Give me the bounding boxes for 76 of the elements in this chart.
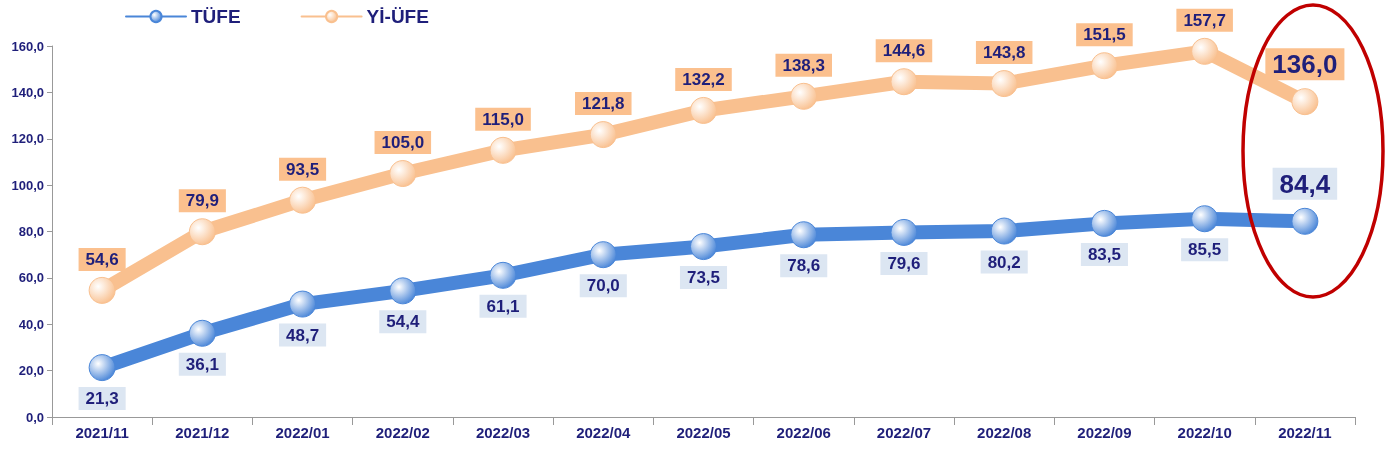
data-label: 73,5 xyxy=(686,268,721,288)
point xyxy=(990,217,1018,245)
y-tick-label: 100,0 xyxy=(11,177,44,193)
point xyxy=(289,290,317,318)
x-tick-label: 2022/11 xyxy=(1278,424,1332,441)
point xyxy=(88,354,116,382)
x-tick-label: 2022/02 xyxy=(375,424,430,441)
y-tick-label: 120,0 xyxy=(11,131,44,147)
data-label: 151,5 xyxy=(1083,25,1126,45)
y-tick-label: 20,0 xyxy=(18,363,44,379)
point xyxy=(389,160,417,188)
x-tick-label: 2022/01 xyxy=(275,424,330,441)
x-tick-label: 2021/12 xyxy=(175,424,230,441)
point xyxy=(389,277,417,305)
point xyxy=(790,221,818,249)
data-label: 61,1 xyxy=(486,296,520,316)
point xyxy=(1191,37,1219,65)
data-label: 79,6 xyxy=(887,253,921,273)
point xyxy=(1291,88,1319,116)
data-label: 115,0 xyxy=(482,109,524,129)
data-label: 85,5 xyxy=(1188,240,1222,260)
point xyxy=(890,68,918,96)
data-label: 83,5 xyxy=(1087,244,1121,264)
point xyxy=(1090,209,1118,237)
y-tick-label: 40,0 xyxy=(18,316,44,332)
x-tick-label: 2022/05 xyxy=(676,424,731,441)
point xyxy=(1090,52,1118,80)
data-label: 54,6 xyxy=(85,249,119,269)
x-tick-label: 2021/11 xyxy=(75,424,129,441)
data-label: 93,5 xyxy=(286,159,320,179)
data-label: 84,4 xyxy=(1279,168,1331,199)
y-tick-label: 80,0 xyxy=(18,224,44,239)
data-label: 136,0 xyxy=(1272,49,1338,80)
x-tick-label: 2022/08 xyxy=(977,424,1032,441)
data-label: 121,8 xyxy=(582,94,625,114)
point xyxy=(188,319,216,347)
data-label: 79,9 xyxy=(185,191,219,211)
point xyxy=(289,186,317,214)
y-tick-label: 160,0 xyxy=(11,38,44,54)
x-tick-label: 2022/10 xyxy=(1177,424,1232,441)
point xyxy=(990,70,1018,98)
data-label: 105,0 xyxy=(381,133,425,153)
data-label: 21,3 xyxy=(85,389,119,409)
point xyxy=(890,218,918,246)
point xyxy=(589,241,617,269)
y-tick-label: 60,0 xyxy=(18,270,44,286)
point xyxy=(1291,207,1319,235)
data-label: 138,3 xyxy=(782,55,825,75)
data-label: 157,7 xyxy=(1183,10,1226,30)
x-tick-label: 2022/07 xyxy=(876,424,932,441)
data-label: 70,0 xyxy=(586,276,620,296)
point xyxy=(690,96,717,124)
legend-label: TÜFE xyxy=(191,6,241,27)
point xyxy=(790,82,818,110)
point xyxy=(489,136,517,164)
point xyxy=(188,218,216,246)
point xyxy=(88,276,116,304)
y-tick-label: 140,0 xyxy=(11,84,44,100)
x-tick-label: 2022/03 xyxy=(475,424,531,441)
x-tick-label: 2022/04 xyxy=(576,424,632,441)
point xyxy=(1191,205,1219,233)
point xyxy=(489,261,517,289)
y-tick-label: 0,0 xyxy=(25,409,44,425)
x-tick-label: 2022/09 xyxy=(1077,424,1132,441)
point xyxy=(690,233,717,261)
data-label: 36,1 xyxy=(185,354,219,374)
data-label: 54,4 xyxy=(386,312,420,332)
data-label: 132,2 xyxy=(682,69,725,89)
data-label: 143,8 xyxy=(982,43,1026,63)
data-label: 78,6 xyxy=(787,256,821,276)
point xyxy=(589,121,617,149)
data-label: 144,6 xyxy=(882,41,926,61)
data-label: 80,2 xyxy=(987,252,1021,272)
data-label: 48,7 xyxy=(286,325,320,345)
x-tick-label: 2022/06 xyxy=(776,424,831,441)
legend-label: Yİ-ÜFE xyxy=(366,6,429,27)
